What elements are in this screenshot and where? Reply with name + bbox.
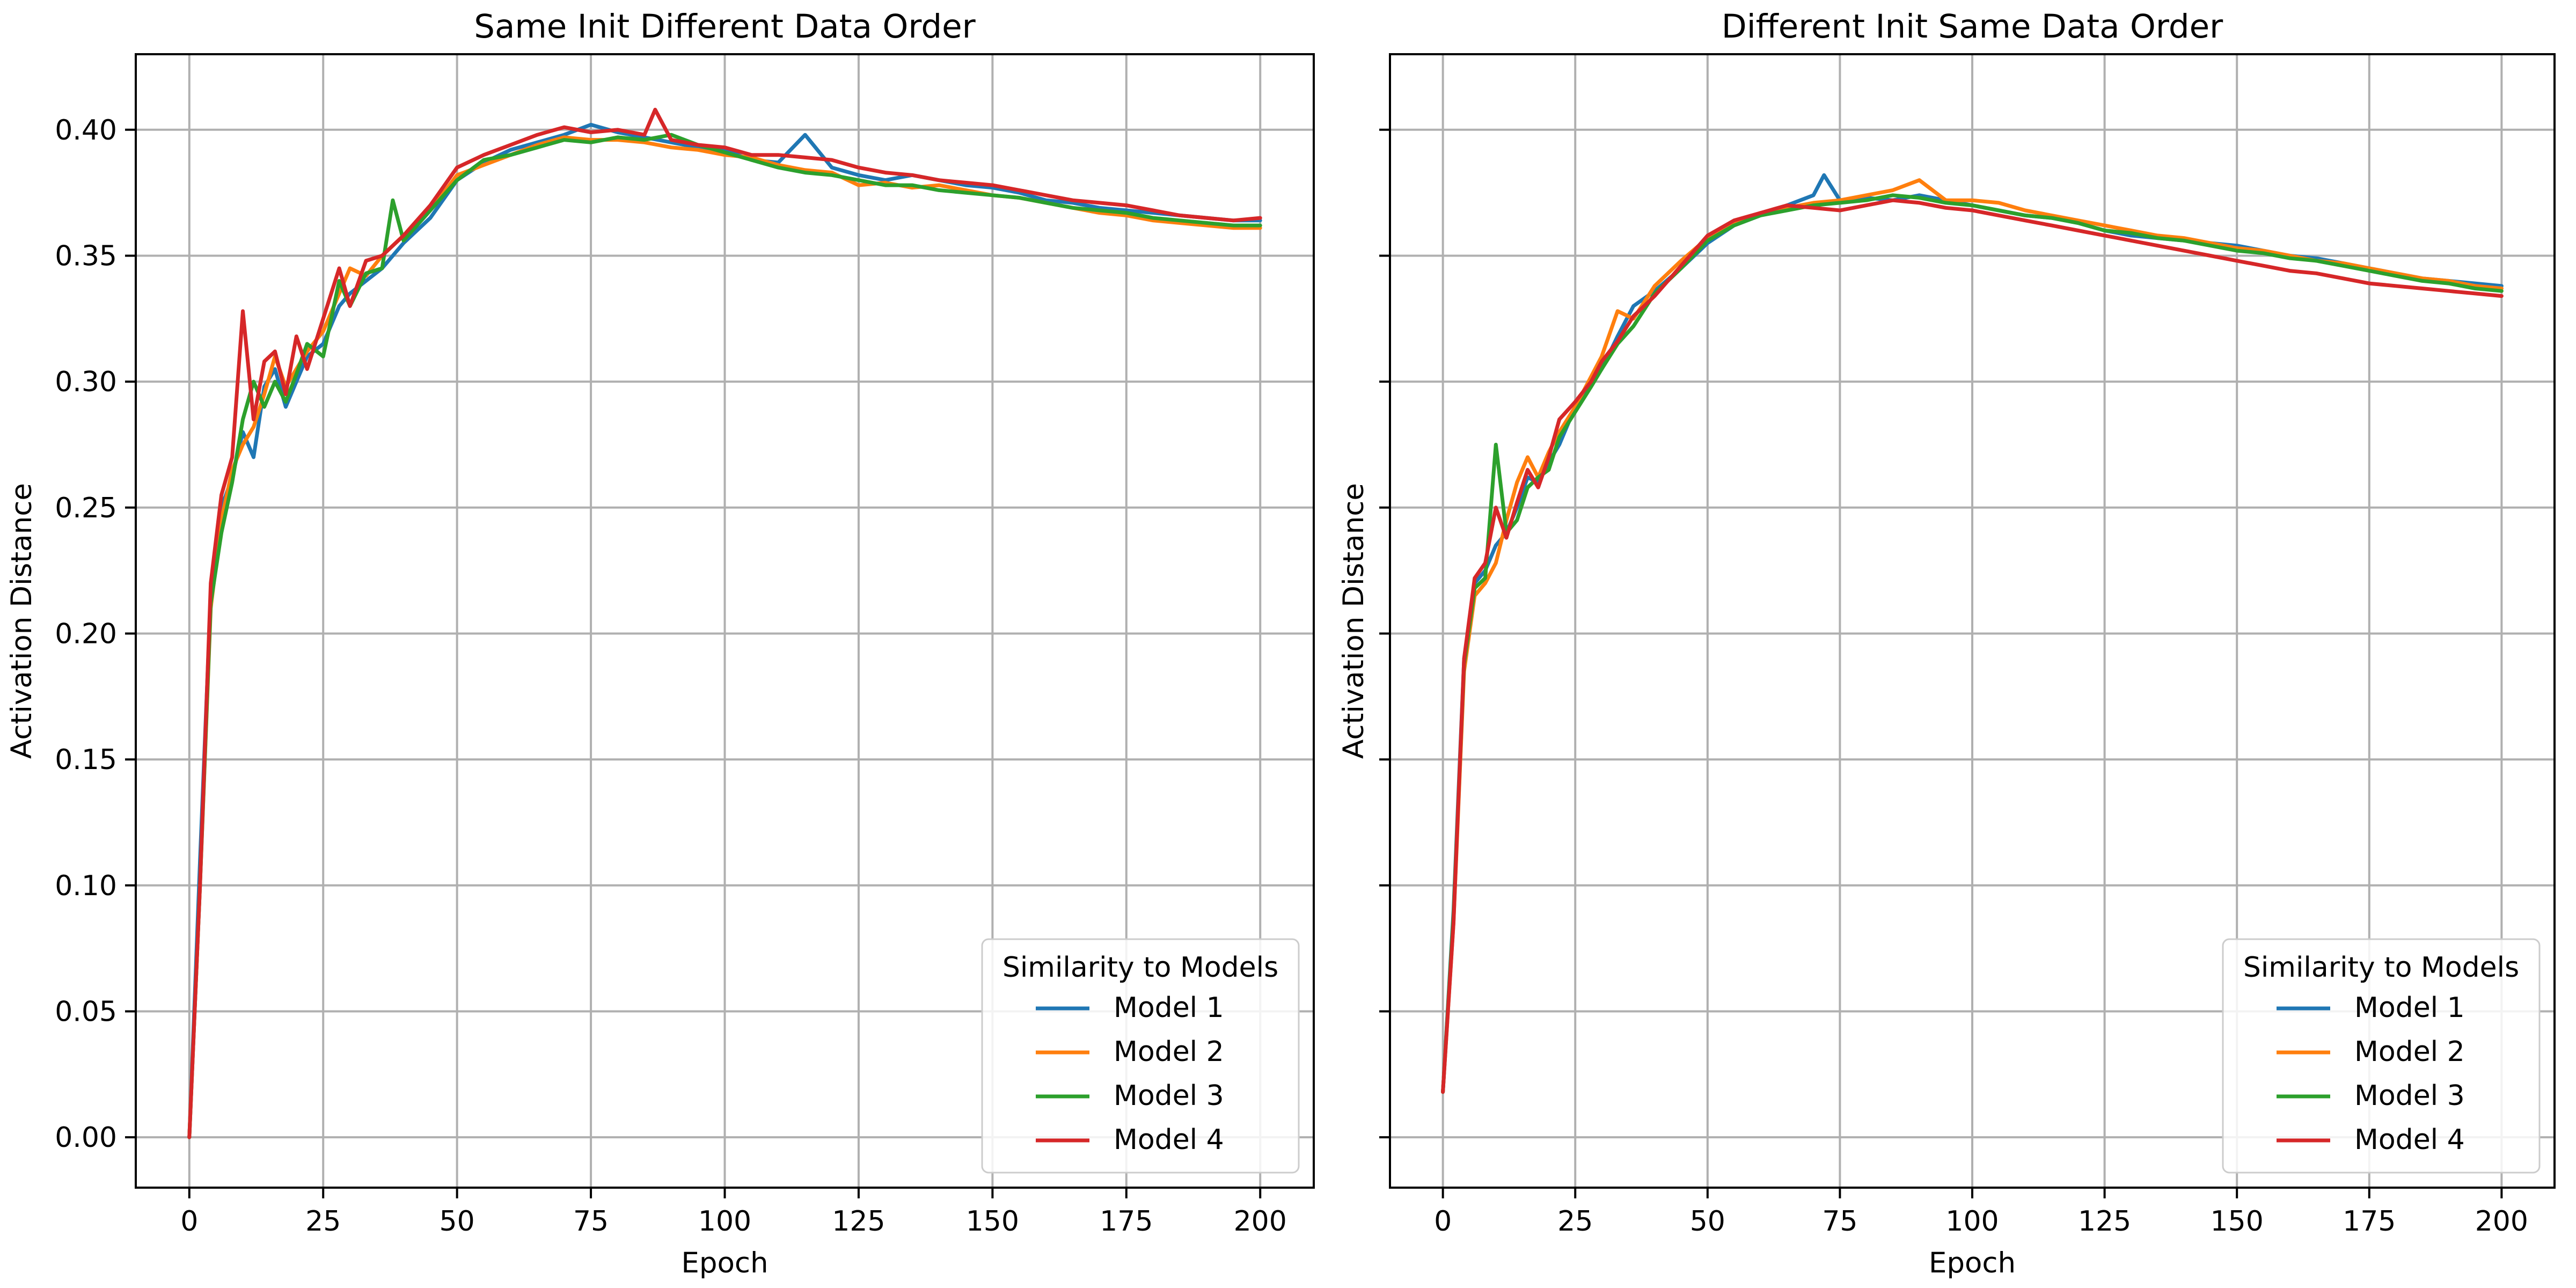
legend-label: Model 3 bbox=[2354, 1080, 2465, 1112]
x-tick-label: 100 bbox=[698, 1205, 751, 1238]
y-tick-label: 0.00 bbox=[55, 1122, 117, 1154]
legend-label: Model 1 bbox=[1114, 992, 1224, 1024]
x-tick-label: 150 bbox=[2211, 1205, 2264, 1238]
series-line-model-2 bbox=[1441, 178, 2504, 1094]
legend-box bbox=[2222, 938, 2541, 1174]
x-tick-label: 50 bbox=[440, 1205, 475, 1238]
x-tick-label: 75 bbox=[1822, 1205, 1857, 1238]
x-axis-label: Epoch bbox=[681, 1247, 768, 1279]
legend-label: Model 3 bbox=[1114, 1080, 1224, 1112]
y-tick-label: 0.25 bbox=[55, 492, 117, 524]
legend-box bbox=[981, 938, 1300, 1174]
y-tick-label: 0.05 bbox=[55, 996, 117, 1028]
legend-label: Model 1 bbox=[2354, 992, 2465, 1024]
series-line-model-3 bbox=[187, 133, 1262, 1139]
legend-label: Model 4 bbox=[1114, 1124, 1224, 1156]
legend-label: Model 2 bbox=[1114, 1036, 1224, 1068]
y-axis-label: Activation Distance bbox=[1337, 483, 1370, 759]
series-line-model-4 bbox=[1441, 198, 2504, 1094]
x-tick-label: 50 bbox=[1690, 1205, 1725, 1238]
legend-label: Model 4 bbox=[2354, 1124, 2465, 1156]
legend-label: Model 2 bbox=[2354, 1036, 2465, 1068]
series-line-model-4 bbox=[187, 107, 1262, 1139]
x-tick-label: 150 bbox=[966, 1205, 1019, 1238]
x-tick-label: 200 bbox=[2475, 1205, 2528, 1238]
x-tick-label: 25 bbox=[305, 1205, 341, 1238]
chart-title: Different Init Same Data Order bbox=[1722, 8, 2223, 46]
x-tick-label: 175 bbox=[2343, 1205, 2396, 1238]
series-line-model-1 bbox=[187, 122, 1262, 1139]
y-tick-label: 0.20 bbox=[55, 618, 117, 650]
chart-panel-2: 0 25 50 75 100 125 150 175 200 Different Init Sam… bbox=[1337, 8, 2556, 1279]
x-tick-label: 200 bbox=[1234, 1205, 1287, 1238]
series-line-model-3 bbox=[1441, 193, 2504, 1094]
chart-title: Same Init Different Data Order bbox=[474, 8, 976, 46]
x-axis-label: Epoch bbox=[1929, 1247, 2016, 1279]
x-tick-label: 0 bbox=[180, 1205, 198, 1238]
x-tick-label: 125 bbox=[2078, 1205, 2131, 1238]
y-tick-label: 0.30 bbox=[55, 366, 117, 398]
x-tick-label: 0 bbox=[1434, 1205, 1452, 1238]
x-tick-label: 25 bbox=[1557, 1205, 1593, 1238]
chart-panel-1: 0 25 50 75 100 125 150 175 200 0.00 0.05 0.10 0.15 0.… bbox=[5, 8, 1315, 1279]
legend: Similarity to Models Model 1 Model 2 Model … bbox=[2222, 938, 2541, 1174]
x-tick-label: 125 bbox=[832, 1205, 885, 1238]
legend-title: Similarity to Models bbox=[1002, 952, 1278, 984]
y-tick-label: 0.15 bbox=[55, 744, 117, 776]
y-tick-label: 0.40 bbox=[55, 114, 117, 147]
x-tick-label: 100 bbox=[1945, 1205, 1999, 1238]
x-tick-label: 75 bbox=[573, 1205, 609, 1238]
y-tick-label: 0.10 bbox=[55, 870, 117, 902]
legend: Similarity to Models Model 1 Model 2 Model … bbox=[981, 938, 1300, 1174]
x-tick-label: 175 bbox=[1100, 1205, 1153, 1238]
y-tick-label: 0.35 bbox=[55, 240, 117, 272]
y-axis-label: Activation Distance bbox=[5, 483, 38, 759]
legend-title: Similarity to Models bbox=[2243, 952, 2519, 984]
